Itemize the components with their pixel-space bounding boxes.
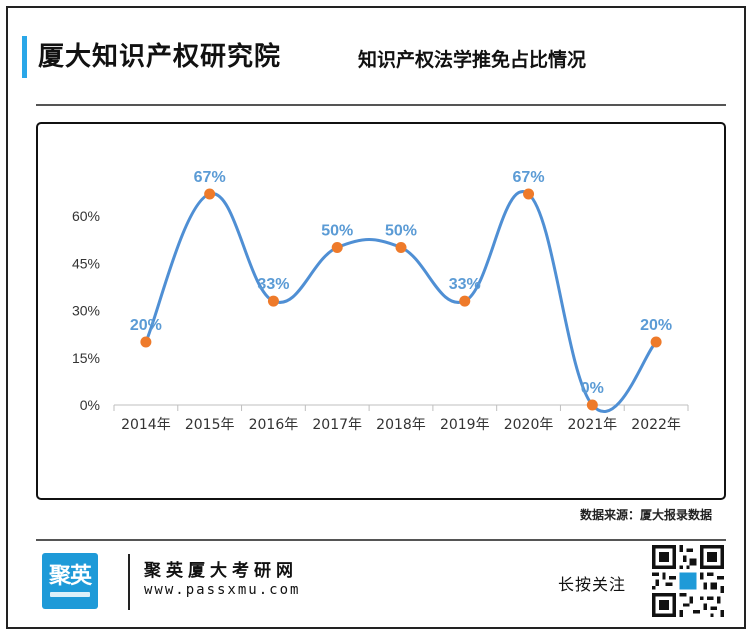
chart-panel: 0% 15% 30% 45% 60% 2014年 2015年 2016年 2017年 2018年 2… — [36, 122, 726, 500]
brand-logo: 聚英 — [42, 553, 98, 609]
data-label: 20% — [130, 317, 162, 334]
data-label: 33% — [257, 276, 289, 293]
y-tick-label: 30% — [72, 303, 100, 319]
title-accent-bar — [22, 36, 27, 78]
page-subtitle: 知识产权法学推免占比情况 — [358, 49, 587, 71]
data-source-note: 数据来源：厦大报录数据 — [579, 508, 712, 522]
data-point-marker — [459, 295, 471, 307]
poster-frame: 厦大知识产权研究院 知识产权法学推免占比情况 0% 15% 30% 45% 60% 201… — [6, 6, 746, 629]
brand-name: 聚英厦大考研网 — [144, 561, 298, 581]
footer-divider-line — [36, 539, 726, 541]
x-tick-label: 2019年 — [440, 417, 490, 433]
data-label: 50% — [385, 223, 417, 240]
follow-cta: 长按关注 — [558, 575, 627, 594]
data-point-marker — [140, 336, 152, 348]
data-label: 0% — [581, 380, 604, 397]
data-label: 67% — [194, 169, 226, 186]
x-tick-label: 2020年 — [504, 417, 554, 433]
data-point-marker — [586, 399, 598, 411]
data-point-marker — [523, 188, 535, 200]
qr-code-icon[interactable] — [652, 545, 724, 617]
data-point-marker — [204, 188, 216, 200]
data-point-marker — [331, 242, 343, 254]
data-label: 33% — [449, 276, 481, 293]
brand-logo-text: 聚英 — [48, 564, 92, 589]
x-tick-label: 2017年 — [312, 417, 362, 433]
x-tick-label: 2014年 — [121, 417, 171, 433]
y-tick-label: 60% — [72, 208, 100, 224]
data-label: 50% — [321, 223, 353, 240]
brand-url[interactable]: www.passxmu.com — [144, 582, 301, 598]
y-tick-label: 0% — [80, 397, 100, 413]
x-tick-label: 2015年 — [185, 417, 235, 433]
header-divider — [36, 104, 726, 106]
series-line — [144, 190, 658, 413]
data-label: 67% — [513, 169, 545, 186]
footer-vertical-divider — [128, 554, 130, 610]
x-tick-label: 2016年 — [249, 417, 299, 433]
x-tick-label: 2022年 — [631, 417, 681, 433]
data-label: 20% — [640, 317, 672, 334]
y-tick-label: 15% — [72, 350, 100, 366]
y-tick-label: 45% — [72, 255, 100, 271]
data-point-marker — [650, 336, 662, 348]
line-chart: 0% 15% 30% 45% 60% 2014年 2015年 2016年 2017年 2018年 2… — [72, 169, 689, 433]
x-tick-label: 2018年 — [376, 417, 426, 433]
brand-logo-strip — [50, 592, 90, 597]
data-point-marker — [267, 295, 279, 307]
x-tick-label: 2021年 — [568, 417, 618, 433]
data-point-marker — [395, 242, 407, 254]
page-title: 厦大知识产权研究院 — [38, 42, 282, 72]
